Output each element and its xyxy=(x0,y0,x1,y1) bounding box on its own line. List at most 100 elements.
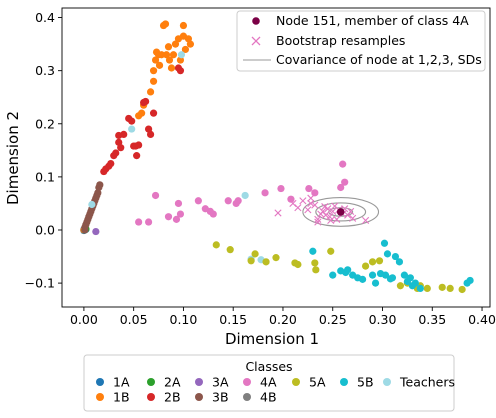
legend-node-marker xyxy=(252,17,260,25)
point-5a xyxy=(446,284,454,293)
point-5b xyxy=(383,250,392,258)
point-teachers xyxy=(241,191,249,200)
class-legend-label-teachers: Teachers xyxy=(399,375,455,390)
point-2b xyxy=(120,130,128,138)
point-1b xyxy=(157,51,166,59)
class-legend-marker-4b xyxy=(243,393,251,401)
point-1b xyxy=(135,112,143,120)
point-4a xyxy=(287,195,295,203)
point-5b xyxy=(344,266,352,274)
point-1b xyxy=(165,56,174,64)
series-3b xyxy=(81,181,104,234)
bootstrap-marker xyxy=(307,199,315,208)
legend-covariance-label: Covariance of node at 1,2,3, SDs xyxy=(276,52,482,67)
point-5a xyxy=(226,246,234,254)
legend-bootstrap-label: Bootstrap resamples xyxy=(276,33,405,48)
point-2b xyxy=(146,130,155,138)
point-3b xyxy=(96,181,104,189)
class-legend-entries: 1A 2A 3A 4A 5A 5B Teachers 1B 2B 3B 4B xyxy=(96,375,455,405)
x-tick-label: 0.00 xyxy=(70,312,98,327)
x-tick-label: 0.05 xyxy=(120,312,148,327)
point-4a xyxy=(341,178,349,186)
point-2b xyxy=(135,141,143,149)
point-5b xyxy=(368,271,377,279)
bootstrap-marker xyxy=(361,216,370,225)
x-tick-label: 0.40 xyxy=(468,312,496,327)
class-legend-marker-2a xyxy=(147,378,155,386)
plot-area xyxy=(80,20,474,294)
bootstrap-marker xyxy=(333,215,341,223)
point-4a xyxy=(311,189,319,197)
point-5a xyxy=(247,257,255,265)
point-5a xyxy=(272,254,280,262)
class-legend-label-1b: 1B xyxy=(113,390,130,405)
bootstrap-marker xyxy=(299,197,307,205)
point-4a xyxy=(172,215,181,223)
point-5b xyxy=(400,271,408,279)
point-4a xyxy=(305,184,313,193)
class-legend-label-2a: 2A xyxy=(164,375,181,390)
class-legend-label-2b: 2B xyxy=(164,390,181,405)
bootstrap-marker xyxy=(314,218,322,226)
bootstrap-marker xyxy=(349,214,357,222)
point-4a xyxy=(337,183,345,192)
class-legend-marker-1a xyxy=(96,378,104,386)
plot-frame xyxy=(61,7,491,308)
point-2b xyxy=(117,144,125,152)
point-5a xyxy=(311,259,319,267)
point-5a xyxy=(262,258,270,266)
point-1b xyxy=(167,64,176,72)
point-5b xyxy=(391,252,400,261)
point-1b xyxy=(171,40,180,48)
legend-node-label: Node 151, member of class 4A xyxy=(276,13,469,28)
point-4a xyxy=(164,213,173,221)
point-4a xyxy=(176,210,185,218)
point-1b xyxy=(176,56,185,64)
point-1b xyxy=(155,61,164,69)
top-legend-box xyxy=(236,10,486,72)
point-2b xyxy=(149,109,158,117)
point-2b xyxy=(142,97,150,106)
class-legend-marker-1b xyxy=(96,393,104,401)
point-1b xyxy=(146,88,155,96)
point-5a xyxy=(327,247,335,255)
point-1b xyxy=(181,45,190,54)
point-5b xyxy=(358,275,367,283)
point-5a xyxy=(312,266,320,274)
bootstrap-marker xyxy=(311,201,319,209)
point-5b xyxy=(395,258,404,266)
x-tick-label: 0.35 xyxy=(418,312,446,327)
class-legend-marker-2b xyxy=(147,393,155,401)
point-5b xyxy=(371,279,380,287)
class-legend-marker-teachers xyxy=(383,378,391,386)
point-5b xyxy=(309,247,317,255)
point-5a xyxy=(368,258,377,266)
point-4a xyxy=(234,197,242,205)
point-2b xyxy=(176,67,185,75)
class-legend: Classes 1A 2A 3A 4A 5A 5B Teachers 1B 2B 3B 4B xyxy=(83,354,455,412)
bootstrap-marker xyxy=(314,215,322,223)
bootstrap-marker xyxy=(347,207,355,215)
class-legend-marker-4a xyxy=(243,378,251,386)
point-1b xyxy=(186,40,194,48)
series-5b xyxy=(309,239,474,293)
point-4a xyxy=(151,191,160,200)
x-tick-label: 0.15 xyxy=(219,312,247,327)
y-tick-label: 0.1 xyxy=(35,169,55,184)
axes: 0.00 0.05 0.10 0.15 0.20 0.25 0.30 0.35 0.40 −0.1… xyxy=(25,10,496,327)
highlight-node-point xyxy=(336,208,345,216)
point-4a xyxy=(339,160,347,168)
point-2b xyxy=(133,152,141,160)
covariance-ellipse-3sd xyxy=(302,197,380,227)
point-3b xyxy=(94,189,102,197)
y-tick-label: 0.3 xyxy=(35,63,55,78)
x-axis-label: Dimension 1 xyxy=(225,330,319,348)
bootstrap-resamples xyxy=(274,194,370,226)
top-legend: Node 151, member of class 4A Bootstrap r… xyxy=(236,10,486,72)
series-3a xyxy=(92,227,100,236)
point-1b xyxy=(179,21,188,30)
point-5a xyxy=(423,284,431,293)
class-legend-label-4b: 4B xyxy=(260,390,277,405)
point-4a xyxy=(277,184,285,193)
